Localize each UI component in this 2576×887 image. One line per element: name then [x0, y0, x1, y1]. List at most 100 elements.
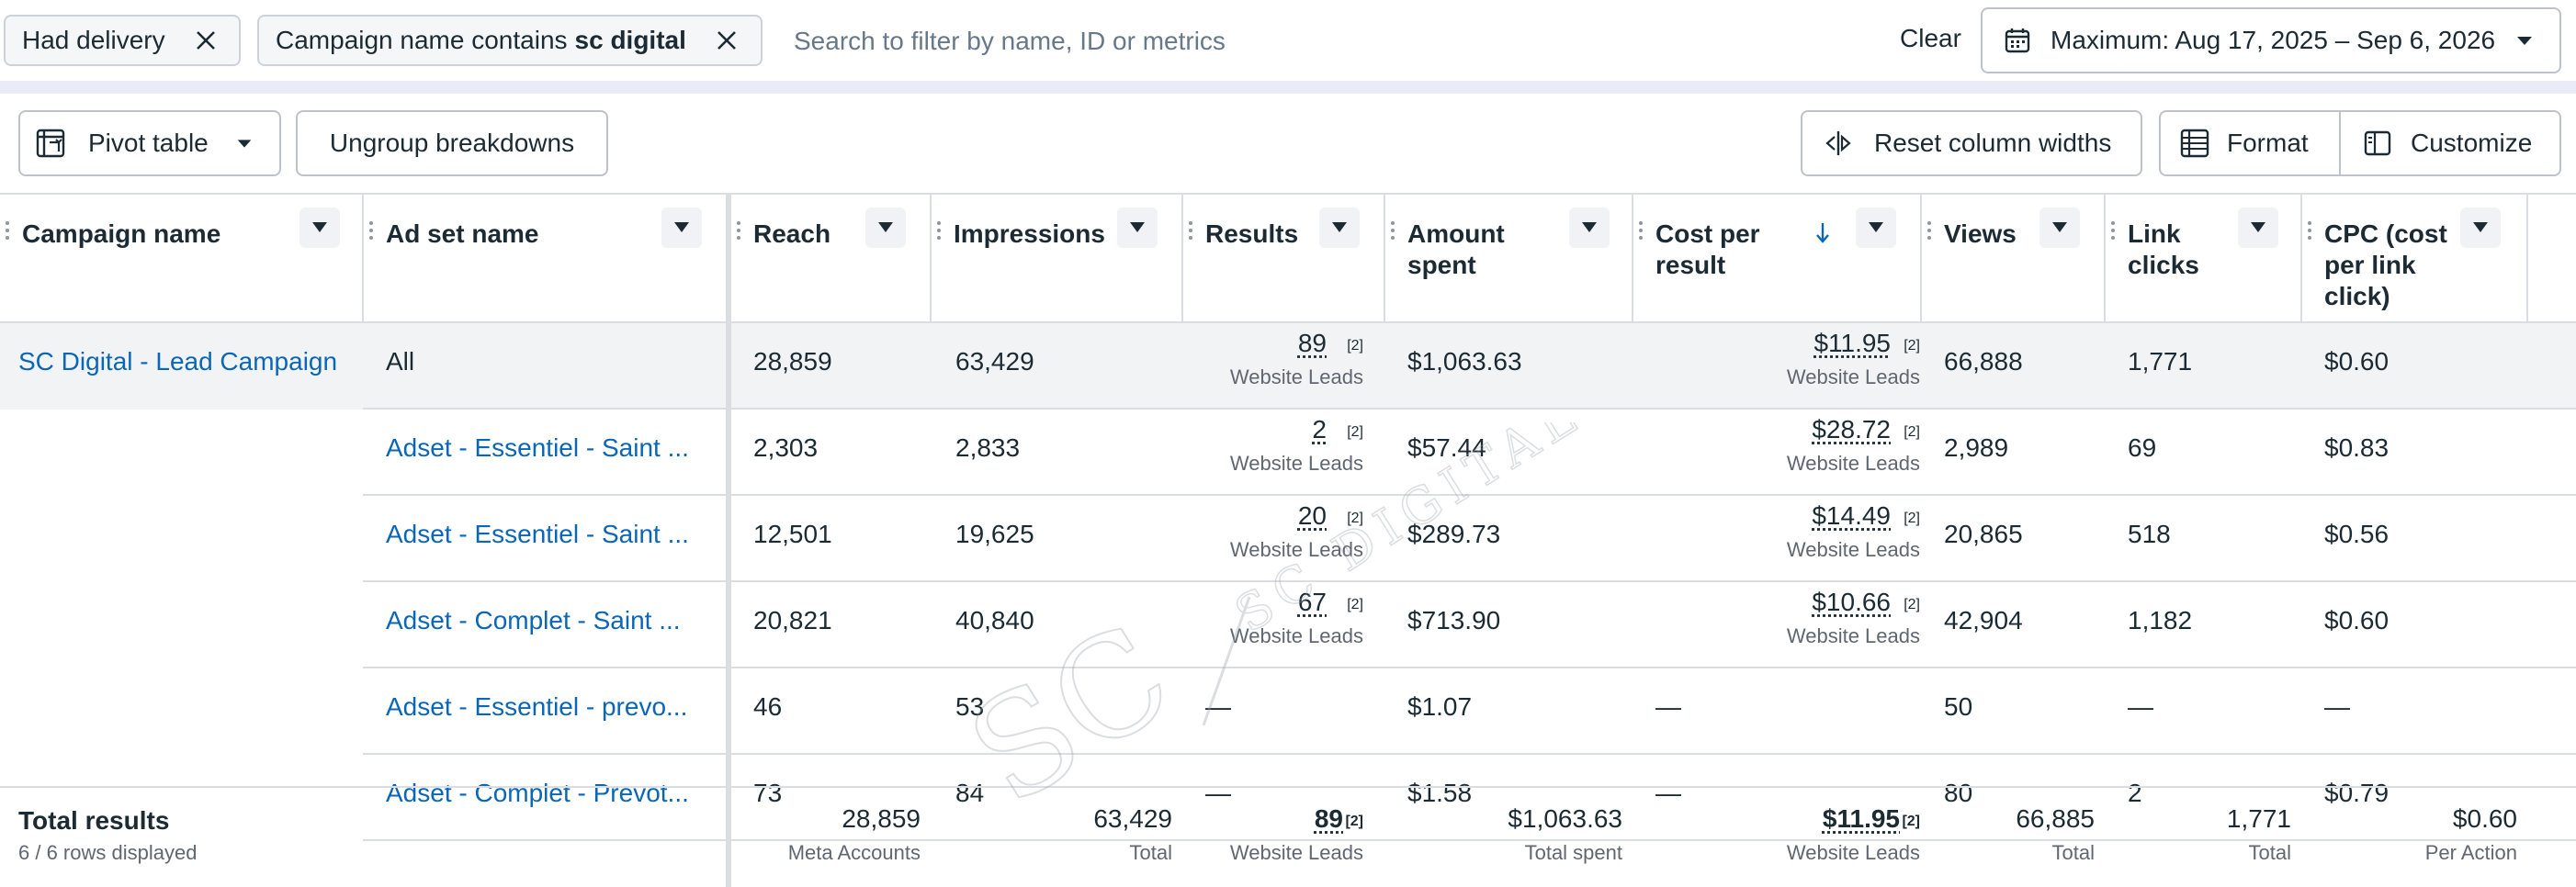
reset-column-widths-button[interactable]: Reset column widths — [1801, 110, 2142, 176]
cost-per-result-cell: — — [1655, 692, 1681, 721]
close-icon[interactable] — [193, 28, 219, 53]
total-cpc: $0.60 — [2452, 804, 2517, 833]
caret-down-icon[interactable] — [299, 208, 340, 248]
total-cpc-sublabel: Per Action — [2424, 841, 2517, 864]
clear-button[interactable]: Clear — [1900, 24, 1961, 52]
close-icon[interactable] — [714, 28, 740, 53]
drag-handle-icon[interactable] — [937, 220, 941, 241]
total-link-clicks: 1,771 — [2226, 804, 2291, 833]
column-header-ad-set-name[interactable]: Ad set name — [364, 195, 728, 323]
column-header-amount-spent[interactable]: Amount spent — [1385, 195, 1633, 323]
reach-cell: 28,859 — [753, 347, 832, 376]
caret-down-icon[interactable] — [2039, 208, 2080, 248]
column-header-reach[interactable]: Reach — [731, 195, 932, 323]
arrow-down-icon[interactable] — [1813, 220, 1832, 246]
cpc-cell: $0.83 — [2324, 433, 2390, 462]
link-clicks-cell: 69 — [2128, 433, 2157, 462]
table-row[interactable]: Adset - Complet - Saint ... 20,821 40,840 6… — [0, 582, 2576, 668]
results-note: [2] — [1347, 511, 1363, 526]
results-cell[interactable]: 67 — [1297, 588, 1327, 616]
drag-handle-icon[interactable] — [1391, 220, 1395, 241]
drag-handle-icon[interactable] — [737, 220, 740, 241]
column-header-label: Campaign name — [22, 219, 221, 248]
cost-per-result-cell[interactable]: $10.66 — [1812, 588, 1891, 616]
search-input[interactable] — [794, 18, 1850, 64]
cost-per-result-cell[interactable]: $11.95 — [1813, 329, 1891, 357]
cost-per-result-sublabel: Website Leads — [1786, 624, 1920, 647]
format-label: Format — [2227, 129, 2309, 157]
cpc-cell: — — [2324, 692, 2350, 721]
amount-spent-cell: $713.90 — [1407, 606, 1501, 634]
cost-per-result-cell[interactable]: $14.49 — [1812, 501, 1891, 530]
cost-per-result-cell[interactable]: $28.72 — [1812, 415, 1891, 444]
views-cell: 2,989 — [1944, 433, 2009, 462]
total-amount-spent: $1,063.63 — [1508, 804, 1622, 833]
customize-columns-icon — [2364, 130, 2391, 156]
drag-handle-icon[interactable] — [1927, 220, 1931, 241]
format-icon — [2180, 129, 2209, 158]
ad-set-name-link[interactable]: Adset - Complet - Saint ... — [386, 606, 681, 634]
filter-chip-value: sc digital — [574, 26, 686, 54]
column-header-campaign-name[interactable]: Campaign name — [0, 195, 364, 323]
caret-down-icon[interactable] — [2238, 208, 2278, 248]
pivot-table-button[interactable]: Pivot table — [18, 110, 281, 176]
table-row[interactable]: Adset - Essentiel - Saint ... 12,501 19,62… — [0, 496, 2576, 582]
ad-set-name: All — [386, 347, 415, 376]
campaign-name-link[interactable]: SC Digital - Lead Campaign — [18, 347, 338, 376]
filter-chip-campaign-name[interactable]: Campaign name contains sc digital — [257, 15, 763, 66]
column-header-link-clicks[interactable]: Link clicks — [2106, 195, 2302, 323]
total-views-sublabel: Total — [2051, 841, 2095, 864]
reset-column-widths-label: Reset column widths — [1874, 129, 2112, 157]
drag-handle-icon[interactable] — [1639, 220, 1643, 241]
table-row[interactable]: Adset - Complet - Prevot... 73 84 — $1.58 — 80… — [0, 755, 2576, 841]
customize-button[interactable]: Customize — [2341, 112, 2559, 174]
results-sublabel: Website Leads — [1229, 624, 1363, 647]
caret-down-icon[interactable] — [1856, 208, 1896, 248]
ad-set-name-link[interactable]: Adset - Complet - Prevot... — [386, 779, 689, 807]
ad-set-name-link[interactable]: Adset - Essentiel - Saint ... — [386, 520, 689, 548]
table-row[interactable]: Adset - Essentiel - Saint ... 2,303 2,833 2… — [0, 410, 2576, 496]
column-header-views[interactable]: Views — [1922, 195, 2106, 323]
caret-down-icon[interactable] — [2460, 208, 2501, 248]
total-cost-per-result[interactable]: $11.95 — [1822, 804, 1900, 833]
drag-handle-icon[interactable] — [2111, 220, 2115, 241]
column-header-label: Reach — [753, 219, 831, 248]
column-header-results[interactable]: Results — [1183, 195, 1385, 323]
column-header-cpc[interactable]: CPC (cost per link click) — [2302, 195, 2528, 323]
caret-down-icon[interactable] — [661, 208, 702, 248]
drag-handle-icon[interactable] — [369, 220, 373, 241]
results-cell[interactable]: 20 — [1297, 501, 1327, 530]
drag-handle-icon[interactable] — [2308, 220, 2311, 241]
table-row[interactable]: SC Digital - Lead Campaign All 28,859 63,42… — [0, 323, 2576, 410]
results-sublabel: Website Leads — [1229, 365, 1363, 388]
date-range-picker[interactable]: Maximum: Aug 17, 2025 – Sep 6, 2026 — [1981, 7, 2561, 73]
table-header-row: Campaign name Ad set name Reach Impressi… — [0, 195, 2576, 323]
results-cell[interactable]: 2 — [1312, 415, 1327, 444]
column-header-impressions[interactable]: Impressions — [932, 195, 1183, 323]
caret-down-icon[interactable] — [865, 208, 906, 248]
caret-down-icon[interactable] — [1319, 208, 1360, 248]
column-header-cost-per-result[interactable]: Cost per result — [1633, 195, 1922, 323]
total-link-clicks-sublabel: Total — [2248, 841, 2291, 864]
table-row[interactable]: Adset - Essentiel - prevo... 46 53 — $1.07 — 5… — [0, 668, 2576, 755]
cost-per-result-sublabel: Website Leads — [1786, 365, 1920, 388]
total-reach: 28,859 — [842, 804, 921, 833]
pivot-table-icon — [36, 129, 65, 158]
column-header-label: Amount spent — [1407, 219, 1505, 279]
caret-down-icon[interactable] — [1569, 208, 1610, 248]
reach-cell: 46 — [753, 692, 783, 721]
ungroup-breakdowns-button[interactable]: Ungroup breakdowns — [296, 110, 608, 176]
filter-chip-had-delivery[interactable]: Had delivery — [4, 15, 241, 66]
frozen-column-divider[interactable] — [726, 195, 731, 887]
caret-down-icon[interactable] — [1117, 208, 1158, 248]
format-button[interactable]: Format — [2161, 112, 2341, 174]
drag-handle-icon[interactable] — [1189, 220, 1192, 241]
total-results[interactable]: 89 — [1314, 804, 1343, 833]
ad-set-name-link[interactable]: Adset - Essentiel - prevo... — [386, 692, 688, 721]
results-cell[interactable]: 89 — [1297, 329, 1327, 357]
column-header-label: Cost per result — [1655, 219, 1760, 279]
drag-handle-icon[interactable] — [6, 220, 9, 241]
totals-sublabel: 6 / 6 rows displayed — [18, 841, 198, 864]
ad-set-name-link[interactable]: Adset - Essentiel - Saint ... — [386, 433, 689, 462]
cost-per-result-cell: — — [1655, 779, 1681, 807]
